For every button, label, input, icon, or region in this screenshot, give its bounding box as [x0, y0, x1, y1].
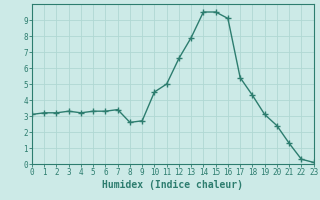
- X-axis label: Humidex (Indice chaleur): Humidex (Indice chaleur): [102, 180, 243, 190]
